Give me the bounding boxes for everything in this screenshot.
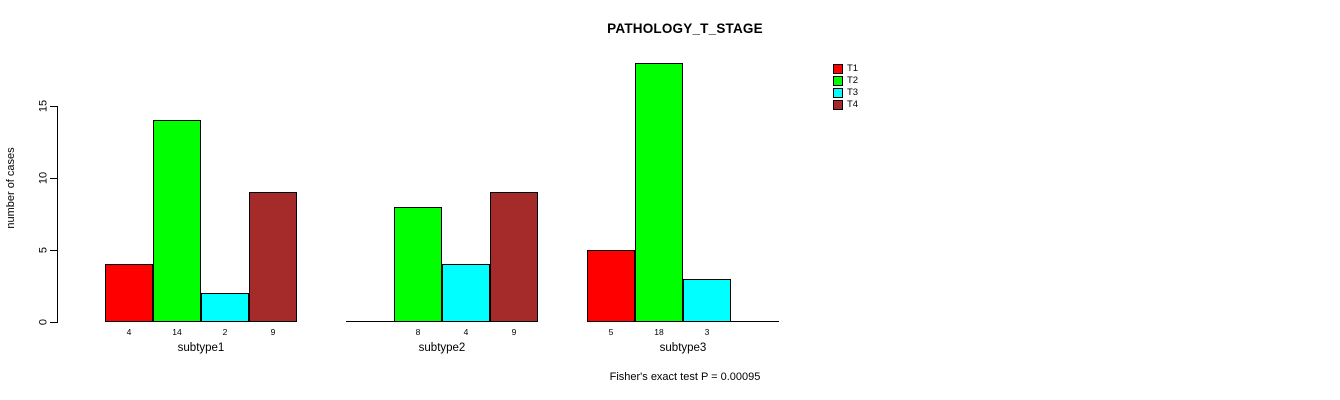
y-axis-tick: [50, 178, 57, 179]
bar-value-label-t1-subtype1: 4: [126, 327, 132, 337]
legend-item-t3: T3: [833, 87, 858, 99]
bar-value-label-t3-subtype2: 4: [463, 327, 469, 337]
zero-bar-line-t1-subtype2: [346, 321, 394, 322]
y-tick-label: 0: [37, 318, 50, 326]
x-category-label-subtype1: subtype1: [177, 342, 225, 354]
bar-value-label-t2-subtype2: 8: [415, 327, 421, 337]
legend-swatch-t4: [833, 100, 843, 110]
x-category-label-subtype2: subtype2: [418, 342, 466, 354]
bar-t3-subtype3: [683, 278, 731, 322]
bar-value-label-t2-subtype1: 14: [172, 327, 182, 337]
y-axis-tick: [50, 250, 57, 251]
bar-t2-subtype3: [635, 62, 683, 322]
legend-label-t3: T3: [847, 87, 859, 99]
bar-t4-subtype1: [249, 192, 297, 322]
y-axis-tick: [50, 322, 57, 323]
bar-value-label-t3-subtype1: 2: [222, 327, 228, 337]
bar-value-label-t2-subtype3: 18: [654, 327, 664, 337]
legend-label-t2: T2: [847, 75, 859, 87]
bar-value-label-t1-subtype3: 5: [608, 327, 614, 337]
legend-swatch-t3: [833, 88, 843, 98]
y-tick-label: 10: [37, 171, 50, 185]
chart-title: PATHOLOGY_T_STAGE: [607, 21, 763, 36]
y-tick-label: 15: [37, 99, 50, 113]
legend-swatch-t2: [833, 76, 843, 86]
legend: T1 T2 T3 T4: [833, 63, 858, 111]
fisher-test-annotation: Fisher's exact test P = 0.00095: [609, 371, 761, 383]
y-axis-tick: [50, 106, 57, 107]
bar-t2-subtype2: [394, 206, 442, 322]
bar-value-label-t4-subtype2: 9: [511, 327, 517, 337]
bar-value-label-t4-subtype1: 9: [270, 327, 276, 337]
bar-t3-subtype1: [201, 293, 249, 322]
y-tick-label: 5: [37, 246, 50, 254]
legend-swatch-t1: [833, 64, 843, 74]
legend-item-t1: T1: [833, 63, 858, 75]
bar-t1-subtype3: [587, 250, 635, 322]
legend-label-t1: T1: [847, 63, 859, 75]
bar-t2-subtype1: [153, 120, 201, 322]
y-axis-label: number of cases: [5, 147, 17, 229]
bar-t3-subtype2: [442, 264, 490, 322]
legend-item-t2: T2: [833, 75, 858, 87]
x-category-label-subtype3: subtype3: [659, 342, 707, 354]
bar-value-label-t3-subtype3: 3: [704, 327, 710, 337]
bar-t1-subtype1: [105, 264, 153, 322]
zero-bar-line-t4-subtype3: [731, 321, 779, 322]
legend-item-t4: T4: [833, 99, 858, 111]
y-axis-line: [57, 106, 58, 323]
legend-label-t4: T4: [847, 99, 859, 111]
bar-t4-subtype2: [490, 192, 538, 322]
